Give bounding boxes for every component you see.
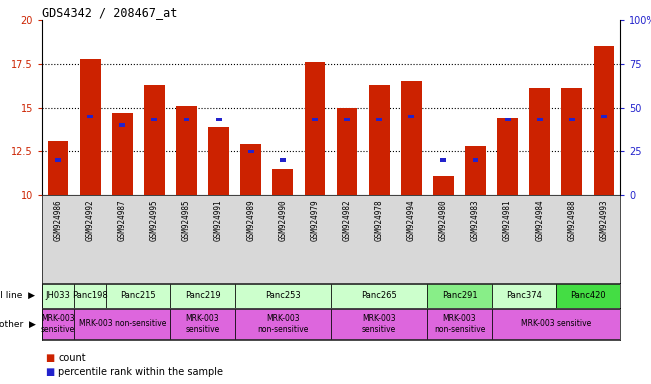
Text: count: count [59,353,86,363]
Text: MRK-003 sensitive: MRK-003 sensitive [521,319,591,328]
Text: Panc291: Panc291 [441,291,477,300]
Bar [433,176,454,195]
Bar [74,283,106,308]
Text: GSM924987: GSM924987 [118,199,127,241]
Bar [119,123,125,127]
Bar [55,159,61,162]
Bar [331,283,427,308]
Bar [337,108,357,195]
Text: MRK-003
sensitive: MRK-003 sensitive [362,314,396,334]
Text: GSM924983: GSM924983 [471,199,480,241]
Text: GSM924978: GSM924978 [375,199,383,241]
Bar [312,118,318,121]
Bar [601,115,607,118]
Text: GSM924980: GSM924980 [439,199,448,241]
Bar [144,85,165,195]
Bar [505,118,510,121]
Text: MRK-003
sensitive: MRK-003 sensitive [41,314,75,334]
Bar [240,144,261,195]
Bar [305,62,326,195]
Bar [473,159,478,162]
Text: GSM924993: GSM924993 [600,199,609,241]
Text: GSM924989: GSM924989 [246,199,255,241]
Text: GSM924992: GSM924992 [86,199,94,241]
Text: GSM924994: GSM924994 [407,199,416,241]
Text: JH033: JH033 [46,291,70,300]
Text: MRK-003 non-sensitive: MRK-003 non-sensitive [79,319,166,328]
Bar [42,309,74,339]
Text: Panc219: Panc219 [185,291,221,300]
Text: Panc253: Panc253 [265,291,301,300]
Bar [561,88,582,195]
Text: GSM924995: GSM924995 [150,199,159,241]
Bar [427,283,492,308]
Bar [441,159,447,162]
Bar [594,46,615,195]
Text: GSM924985: GSM924985 [182,199,191,241]
Bar [87,115,93,118]
Text: GSM924982: GSM924982 [342,199,352,241]
Text: percentile rank within the sample: percentile rank within the sample [59,367,223,377]
Text: GSM924979: GSM924979 [311,199,320,241]
Bar [152,118,158,121]
Bar [215,118,221,121]
Text: ■: ■ [46,353,55,363]
Text: other  ▶: other ▶ [0,319,36,328]
Text: Panc265: Panc265 [361,291,397,300]
Bar [176,106,197,195]
Bar [234,309,331,339]
Text: GSM924988: GSM924988 [567,199,576,241]
Bar [272,169,293,195]
Bar [497,118,518,195]
Bar [492,309,620,339]
Bar [48,141,68,195]
Text: Panc198: Panc198 [72,291,108,300]
Text: GSM924991: GSM924991 [214,199,223,241]
Text: Panc374: Panc374 [506,291,542,300]
Text: GDS4342 / 208467_at: GDS4342 / 208467_at [42,6,177,19]
Bar [344,118,350,121]
Bar [408,115,414,118]
Bar [492,283,556,308]
Bar [42,283,74,308]
Bar [208,127,229,195]
Bar [248,150,254,153]
Bar [556,283,620,308]
Bar [171,309,234,339]
Bar [537,118,543,121]
Bar [465,146,486,195]
Bar [79,58,101,195]
Bar [331,309,427,339]
Bar [376,118,382,121]
Bar [368,85,389,195]
Bar [401,81,422,195]
Bar [112,113,133,195]
Bar [184,118,189,121]
Bar [234,283,331,308]
Bar [280,159,286,162]
Bar [529,88,550,195]
Text: GSM924990: GSM924990 [279,199,287,241]
Text: ■: ■ [46,367,55,377]
Bar [569,118,575,121]
Text: GSM924984: GSM924984 [535,199,544,241]
Bar [74,309,171,339]
Text: MRK-003
non-sensitive: MRK-003 non-sensitive [257,314,309,334]
Text: GSM924986: GSM924986 [53,199,62,241]
Text: MRK-003
non-sensitive: MRK-003 non-sensitive [434,314,485,334]
Text: MRK-003
sensitive: MRK-003 sensitive [186,314,219,334]
Text: cell line  ▶: cell line ▶ [0,291,36,300]
Bar [171,283,234,308]
Bar [427,309,492,339]
Bar [106,283,171,308]
Text: Panc215: Panc215 [120,291,156,300]
Text: GSM924981: GSM924981 [503,199,512,241]
Text: Panc420: Panc420 [570,291,605,300]
